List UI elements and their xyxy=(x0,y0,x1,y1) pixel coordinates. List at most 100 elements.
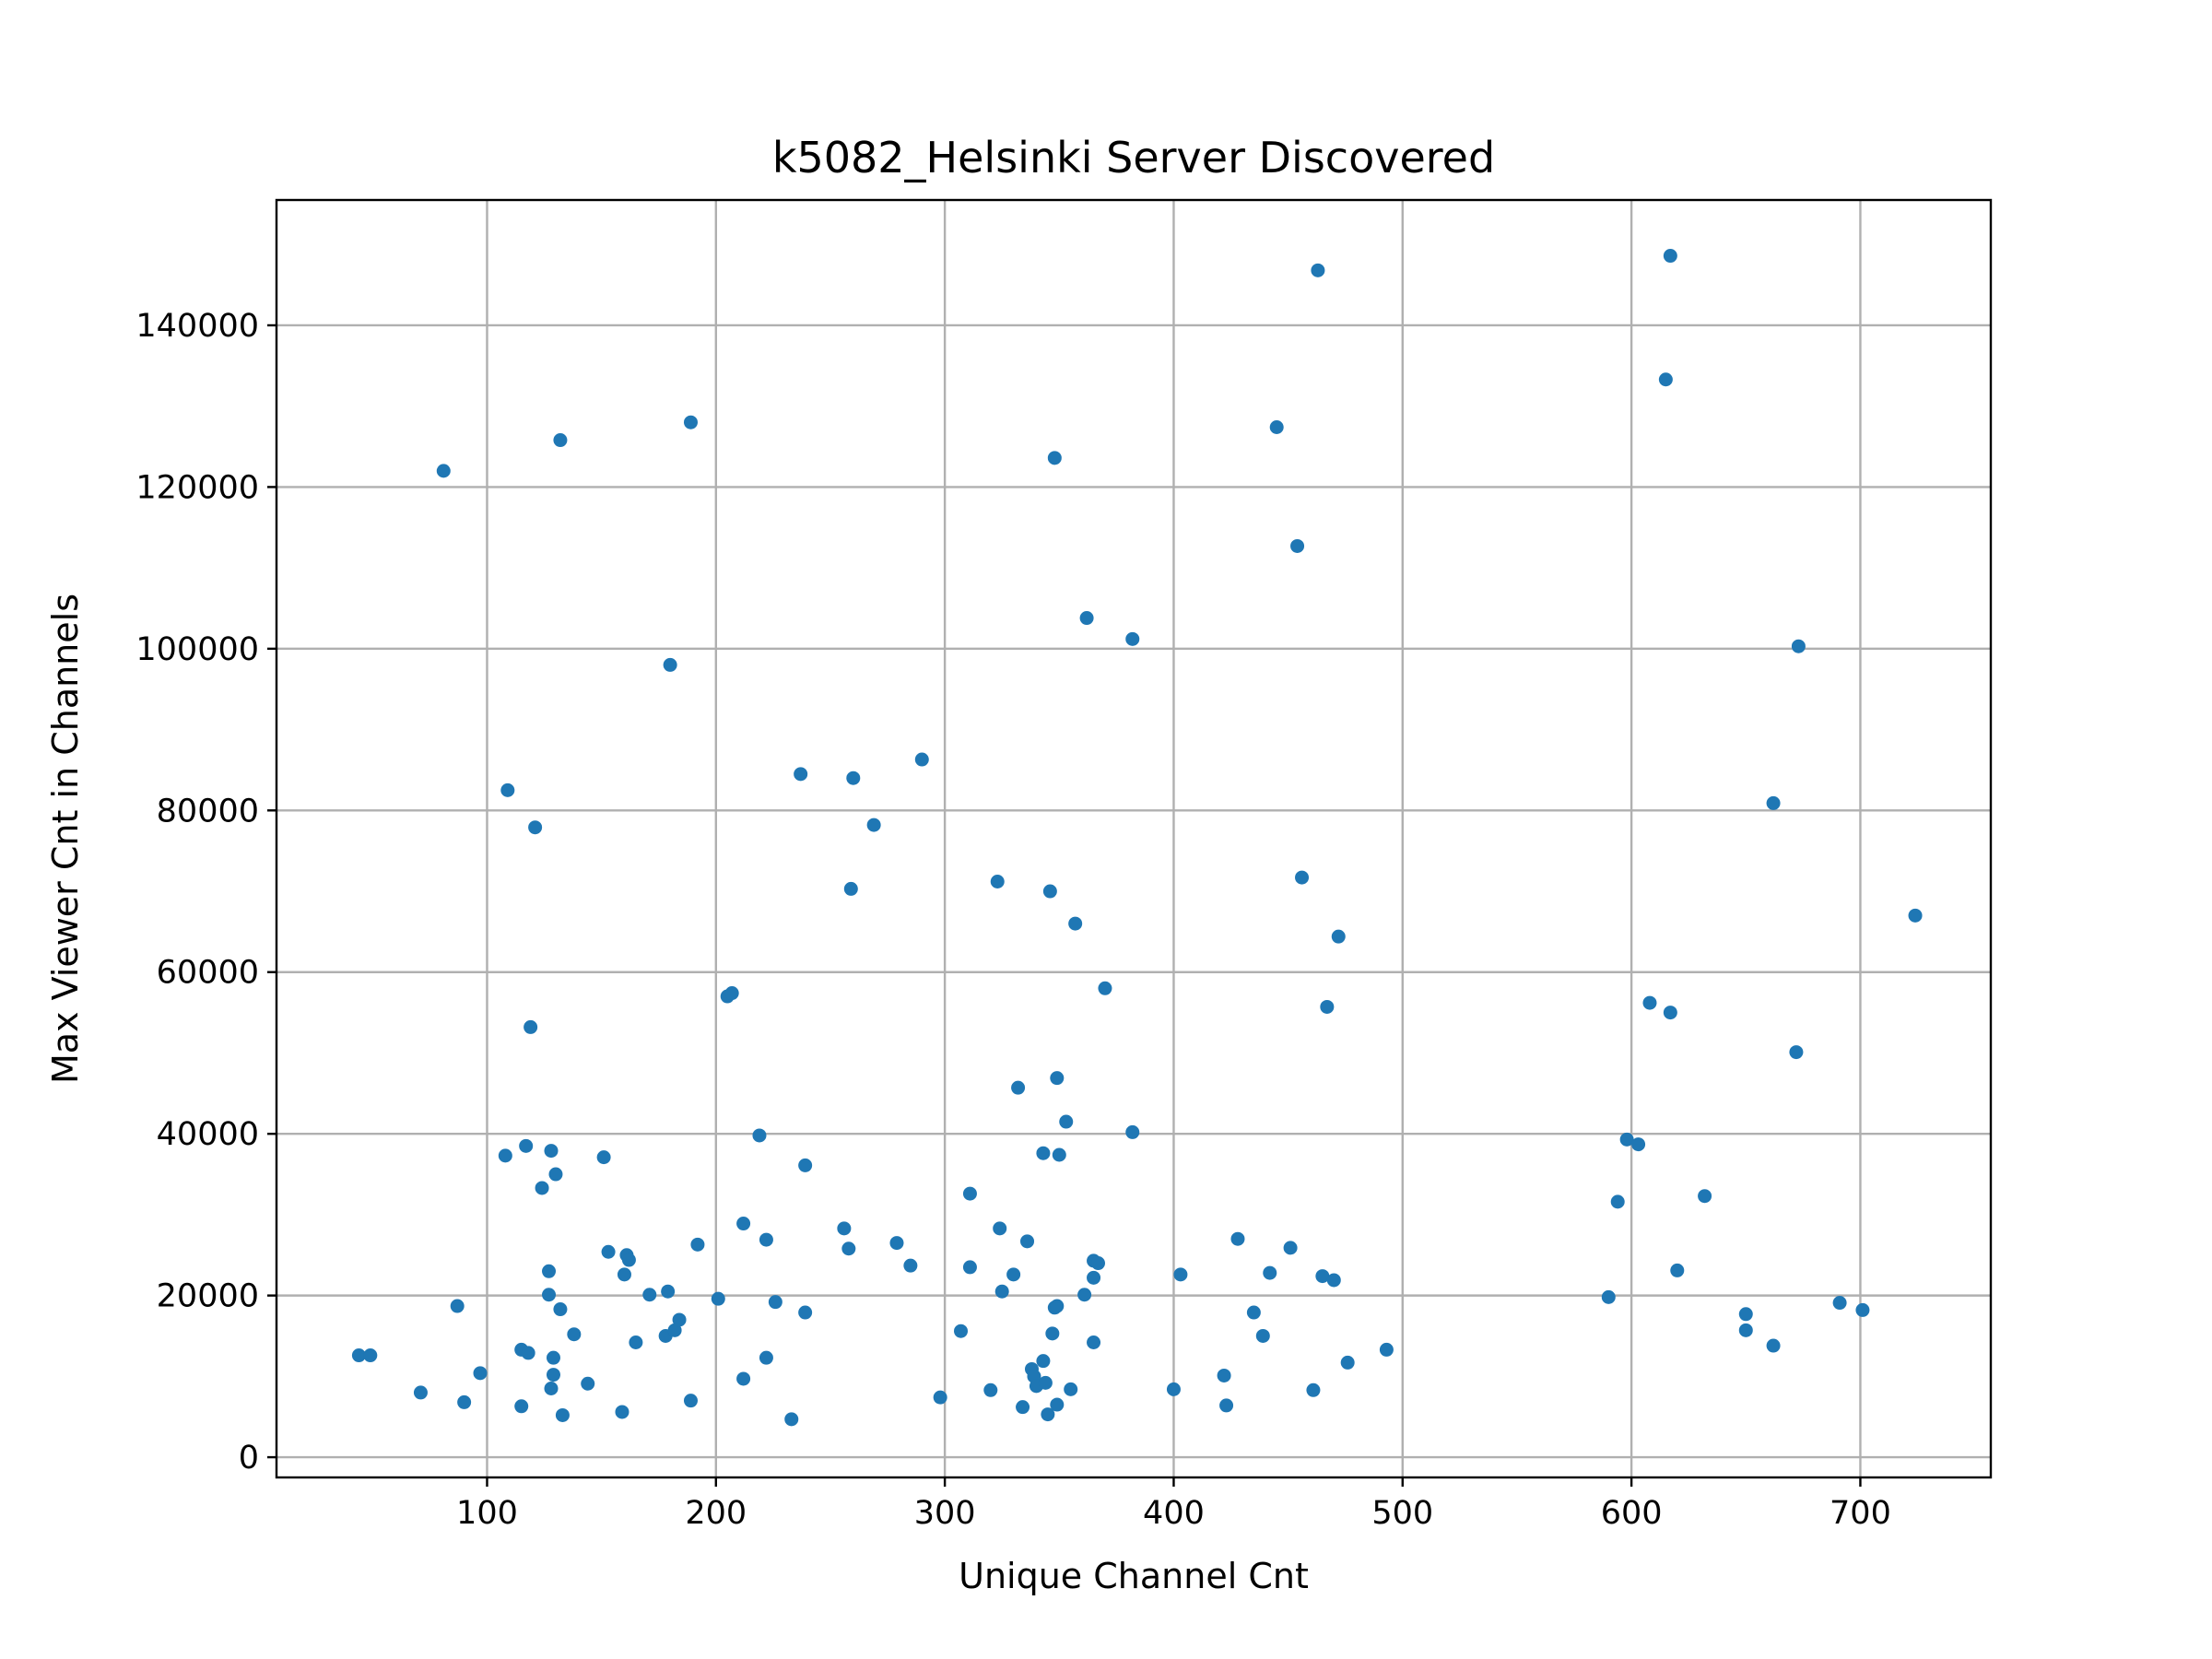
x-tick-label: 700 xyxy=(1830,1495,1891,1532)
data-point xyxy=(962,1260,977,1275)
data-point xyxy=(784,1412,799,1427)
data-point xyxy=(933,1390,947,1405)
data-point xyxy=(1340,1355,1355,1370)
data-point xyxy=(1791,639,1806,653)
data-point xyxy=(1087,1335,1101,1350)
data-point xyxy=(1331,929,1346,944)
data-point xyxy=(351,1348,366,1363)
data-point xyxy=(1789,1045,1804,1060)
data-point xyxy=(1766,795,1781,810)
data-point xyxy=(1036,1146,1051,1160)
x-axis-label: Unique Channel Cnt xyxy=(959,1556,1309,1596)
data-point xyxy=(1283,1241,1298,1255)
data-point xyxy=(1642,995,1657,1010)
data-point xyxy=(1311,263,1325,277)
data-point xyxy=(1045,1326,1060,1341)
data-point xyxy=(519,1138,534,1153)
data-point xyxy=(567,1327,582,1342)
y-axis-label: Max Viewer Cnt in Channels xyxy=(45,594,86,1084)
data-point xyxy=(1698,1189,1712,1204)
data-point xyxy=(548,1167,563,1182)
x-tick-label: 400 xyxy=(1143,1495,1205,1532)
data-point xyxy=(1832,1296,1847,1311)
data-point xyxy=(1219,1398,1234,1413)
data-point xyxy=(724,986,739,1001)
data-point xyxy=(473,1366,488,1381)
data-point xyxy=(535,1181,549,1195)
data-point xyxy=(1663,1006,1677,1020)
data-point xyxy=(544,1382,559,1396)
data-point xyxy=(615,1405,629,1419)
data-point xyxy=(798,1305,813,1320)
data-point xyxy=(1326,1273,1341,1288)
data-point xyxy=(436,464,451,478)
data-point xyxy=(1091,1256,1106,1271)
data-point xyxy=(768,1295,782,1310)
y-tick-label: 60000 xyxy=(157,955,259,992)
data-point xyxy=(1631,1137,1646,1152)
data-point xyxy=(514,1399,529,1414)
data-point xyxy=(841,1241,856,1256)
data-point xyxy=(1020,1234,1035,1249)
data-point xyxy=(1295,870,1310,885)
data-point xyxy=(542,1288,557,1302)
x-tick-label: 300 xyxy=(914,1495,976,1532)
x-tick-label: 500 xyxy=(1371,1495,1433,1532)
data-point xyxy=(1290,538,1305,553)
data-point xyxy=(642,1288,657,1302)
data-point xyxy=(1041,1407,1055,1422)
data-point xyxy=(846,771,861,785)
data-point xyxy=(1306,1382,1321,1397)
data-point xyxy=(555,1407,570,1422)
data-point xyxy=(903,1258,918,1273)
y-tick-label: 100000 xyxy=(135,631,259,668)
data-point xyxy=(1217,1368,1231,1382)
data-point xyxy=(1320,999,1335,1014)
data-point xyxy=(1246,1305,1261,1320)
data-point xyxy=(843,881,858,896)
chart-title: k5082_Helsinki Server Discovered xyxy=(772,133,1495,182)
data-point xyxy=(500,782,515,797)
data-point xyxy=(1230,1231,1245,1246)
data-point xyxy=(683,415,698,429)
data-point xyxy=(1050,1299,1065,1313)
y-tick-label: 80000 xyxy=(157,793,259,830)
plot-area xyxy=(276,200,1991,1477)
data-point xyxy=(1038,1375,1053,1390)
data-point xyxy=(363,1348,378,1363)
data-point xyxy=(962,1186,977,1201)
data-point xyxy=(450,1299,465,1313)
data-points xyxy=(351,249,1923,1427)
data-point xyxy=(1079,611,1094,626)
x-tick-label: 200 xyxy=(685,1495,747,1532)
data-point xyxy=(1098,981,1112,995)
data-point xyxy=(889,1236,904,1251)
y-tick-label: 120000 xyxy=(135,469,259,506)
data-point xyxy=(528,820,543,835)
x-tick-label: 100 xyxy=(456,1495,518,1532)
data-point xyxy=(1011,1080,1026,1095)
data-point xyxy=(990,874,1005,888)
data-point xyxy=(1766,1338,1781,1353)
data-point xyxy=(1619,1132,1634,1147)
data-point xyxy=(1050,1397,1065,1412)
data-point xyxy=(914,752,929,767)
data-point xyxy=(546,1368,560,1382)
y-tick-label: 0 xyxy=(239,1440,259,1477)
data-point xyxy=(837,1221,852,1236)
data-point xyxy=(1601,1289,1616,1304)
data-point xyxy=(581,1376,595,1391)
data-point xyxy=(794,767,808,782)
y-tick-label: 40000 xyxy=(157,1116,259,1153)
data-point xyxy=(798,1158,813,1172)
data-point xyxy=(1052,1147,1066,1162)
data-point xyxy=(1042,884,1057,899)
data-point xyxy=(1036,1354,1051,1369)
data-point xyxy=(690,1237,705,1252)
data-point xyxy=(524,1019,538,1034)
data-point xyxy=(553,1302,568,1317)
data-point xyxy=(1610,1194,1625,1209)
plot-frame xyxy=(275,198,1993,1479)
data-point xyxy=(546,1350,560,1365)
